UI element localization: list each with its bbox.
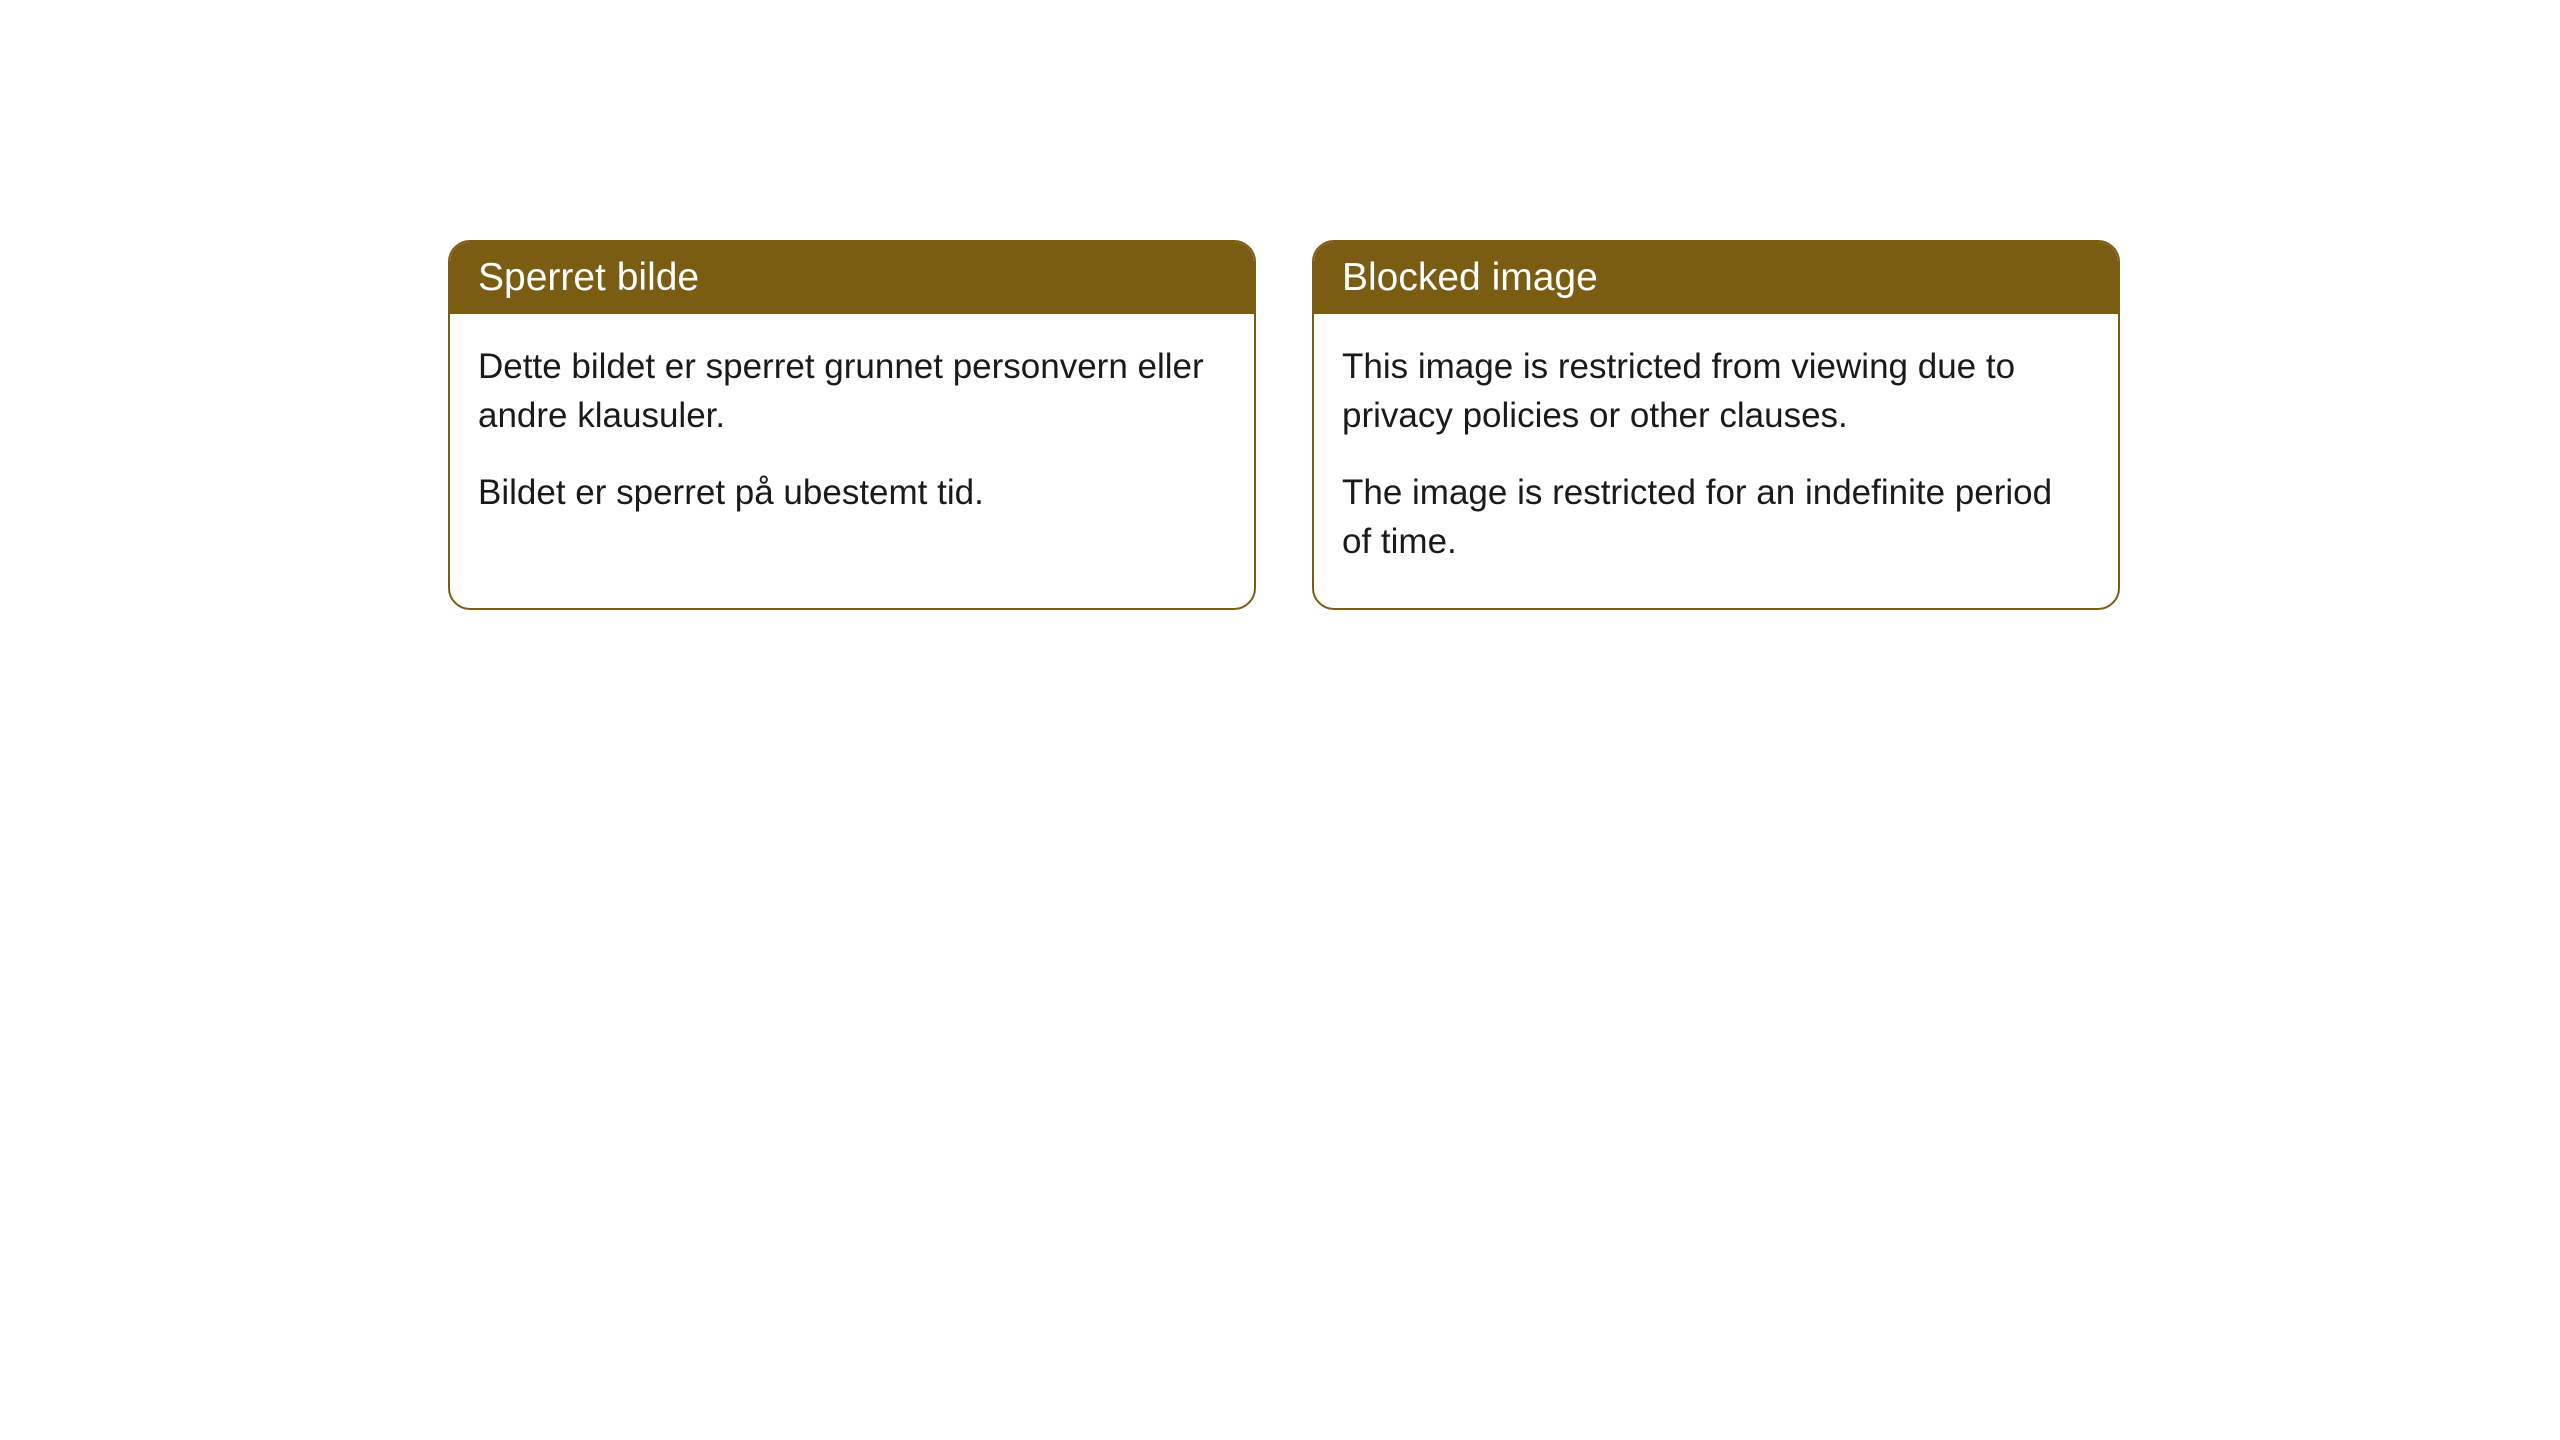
blocked-image-card-norwegian: Sperret bilde Dette bildet er sperret gr… bbox=[448, 240, 1256, 610]
notice-cards-container: Sperret bilde Dette bildet er sperret gr… bbox=[0, 0, 2560, 610]
card-header: Blocked image bbox=[1314, 242, 2118, 314]
blocked-image-card-english: Blocked image This image is restricted f… bbox=[1312, 240, 2120, 610]
card-header: Sperret bilde bbox=[450, 242, 1254, 314]
card-title: Blocked image bbox=[1342, 256, 1598, 299]
card-body: Dette bildet er sperret grunnet personve… bbox=[450, 314, 1254, 559]
card-paragraph: The image is restricted for an indefinit… bbox=[1342, 468, 2090, 566]
card-paragraph: This image is restricted from viewing du… bbox=[1342, 342, 2090, 440]
card-title: Sperret bilde bbox=[478, 256, 699, 299]
card-body: This image is restricted from viewing du… bbox=[1314, 314, 2118, 608]
card-paragraph: Bildet er sperret på ubestemt tid. bbox=[478, 468, 1226, 517]
card-paragraph: Dette bildet er sperret grunnet personve… bbox=[478, 342, 1226, 440]
